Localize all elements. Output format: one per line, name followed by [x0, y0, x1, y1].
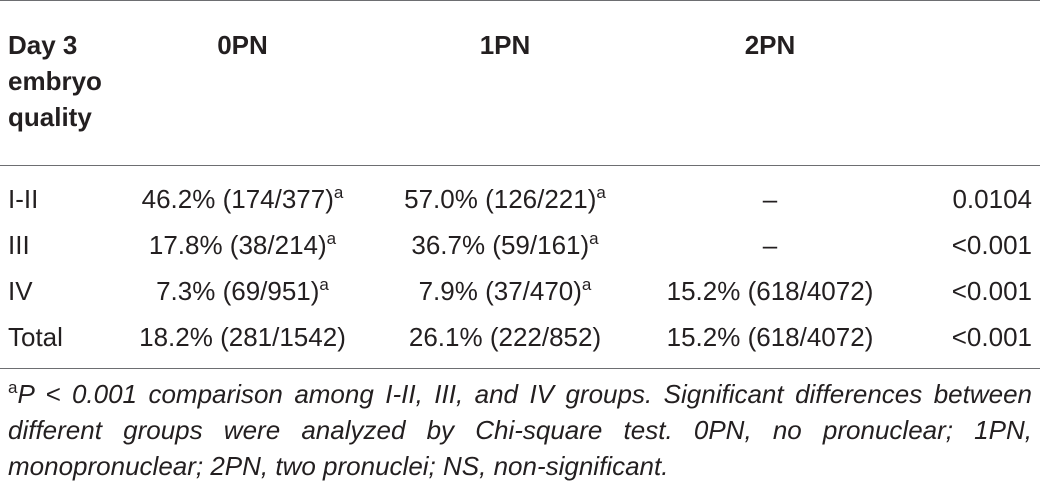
- cell-0pn: 18.2% (281/1542): [110, 314, 375, 369]
- header-day3-embryo-quality: Day 3 embryo quality: [0, 0, 110, 166]
- cell-2pn: 15.2% (618/4072): [635, 314, 905, 369]
- cell-2pn: –: [762, 183, 778, 214]
- header-p-value: [905, 0, 1040, 166]
- row-label: I-II: [8, 183, 39, 214]
- table-row: IV 7.3% (69/951)a 7.9% (37/470)a 15.2% (…: [0, 268, 1040, 314]
- cell-2pn: 15.2% (618/4072): [666, 275, 874, 306]
- superscript-mark: a: [596, 182, 606, 202]
- cell-p-value: <0.001: [951, 229, 1032, 260]
- footnote-mark: a: [8, 378, 18, 397]
- header-line: quality: [8, 102, 92, 132]
- table-row: III 17.8% (38/214)a 36.7% (59/161)a – <0…: [0, 222, 1040, 268]
- cell-0pn: 46.2% (174/377)a: [141, 182, 344, 214]
- table-row-total: Total 18.2% (281/1542) 26.1% (222/852) 1…: [0, 314, 1040, 369]
- superscript-mark: a: [319, 274, 329, 294]
- row-label: III: [8, 229, 30, 260]
- header-line: embryo: [8, 66, 102, 96]
- cell-1pn: 57.0% (126/221)a: [404, 182, 606, 214]
- superscript-mark: a: [589, 228, 599, 248]
- table-header-row: Day 3 embryo quality 0PN 1PN 2PN: [0, 0, 1040, 166]
- footnote-p-symbol: P: [17, 379, 34, 409]
- cell-p-value: <0.001: [905, 314, 1040, 369]
- cell-1pn: 7.9% (37/470)a: [418, 274, 592, 306]
- cell-1pn: 26.1% (222/852): [375, 314, 635, 369]
- superscript-mark: a: [326, 228, 337, 248]
- superscript-mark: a: [581, 274, 592, 294]
- header-0pn: 0PN: [110, 0, 375, 166]
- table-footnote: aP < 0.001 comparison among I-II, III, a…: [8, 376, 1032, 484]
- cell-p-value: 0.0104: [952, 183, 1032, 214]
- cell-0pn: 17.8% (38/214)a: [148, 228, 337, 260]
- row-label: IV: [8, 275, 33, 306]
- header-2pn: 2PN: [635, 0, 905, 166]
- table-row: I-II 46.2% (174/377)a 57.0% (126/221)a –…: [0, 166, 1040, 223]
- row-label: Total: [0, 314, 110, 369]
- header-line: Day 3: [8, 30, 78, 60]
- data-table-container: Day 3 embryo quality 0PN 1PN 2PN I-II 46…: [0, 0, 1040, 369]
- cell-2pn: –: [762, 229, 778, 260]
- cell-1pn: 36.7% (59/161)a: [411, 228, 599, 260]
- superscript-mark: a: [333, 182, 344, 202]
- embryo-quality-table: Day 3 embryo quality 0PN 1PN 2PN I-II 46…: [0, 0, 1040, 369]
- cell-p-value: <0.001: [951, 275, 1032, 306]
- footnote-text: < 0.001 comparison among I-II, III, and …: [8, 379, 1032, 481]
- header-1pn: 1PN: [375, 0, 635, 166]
- cell-0pn: 7.3% (69/951)a: [156, 274, 329, 306]
